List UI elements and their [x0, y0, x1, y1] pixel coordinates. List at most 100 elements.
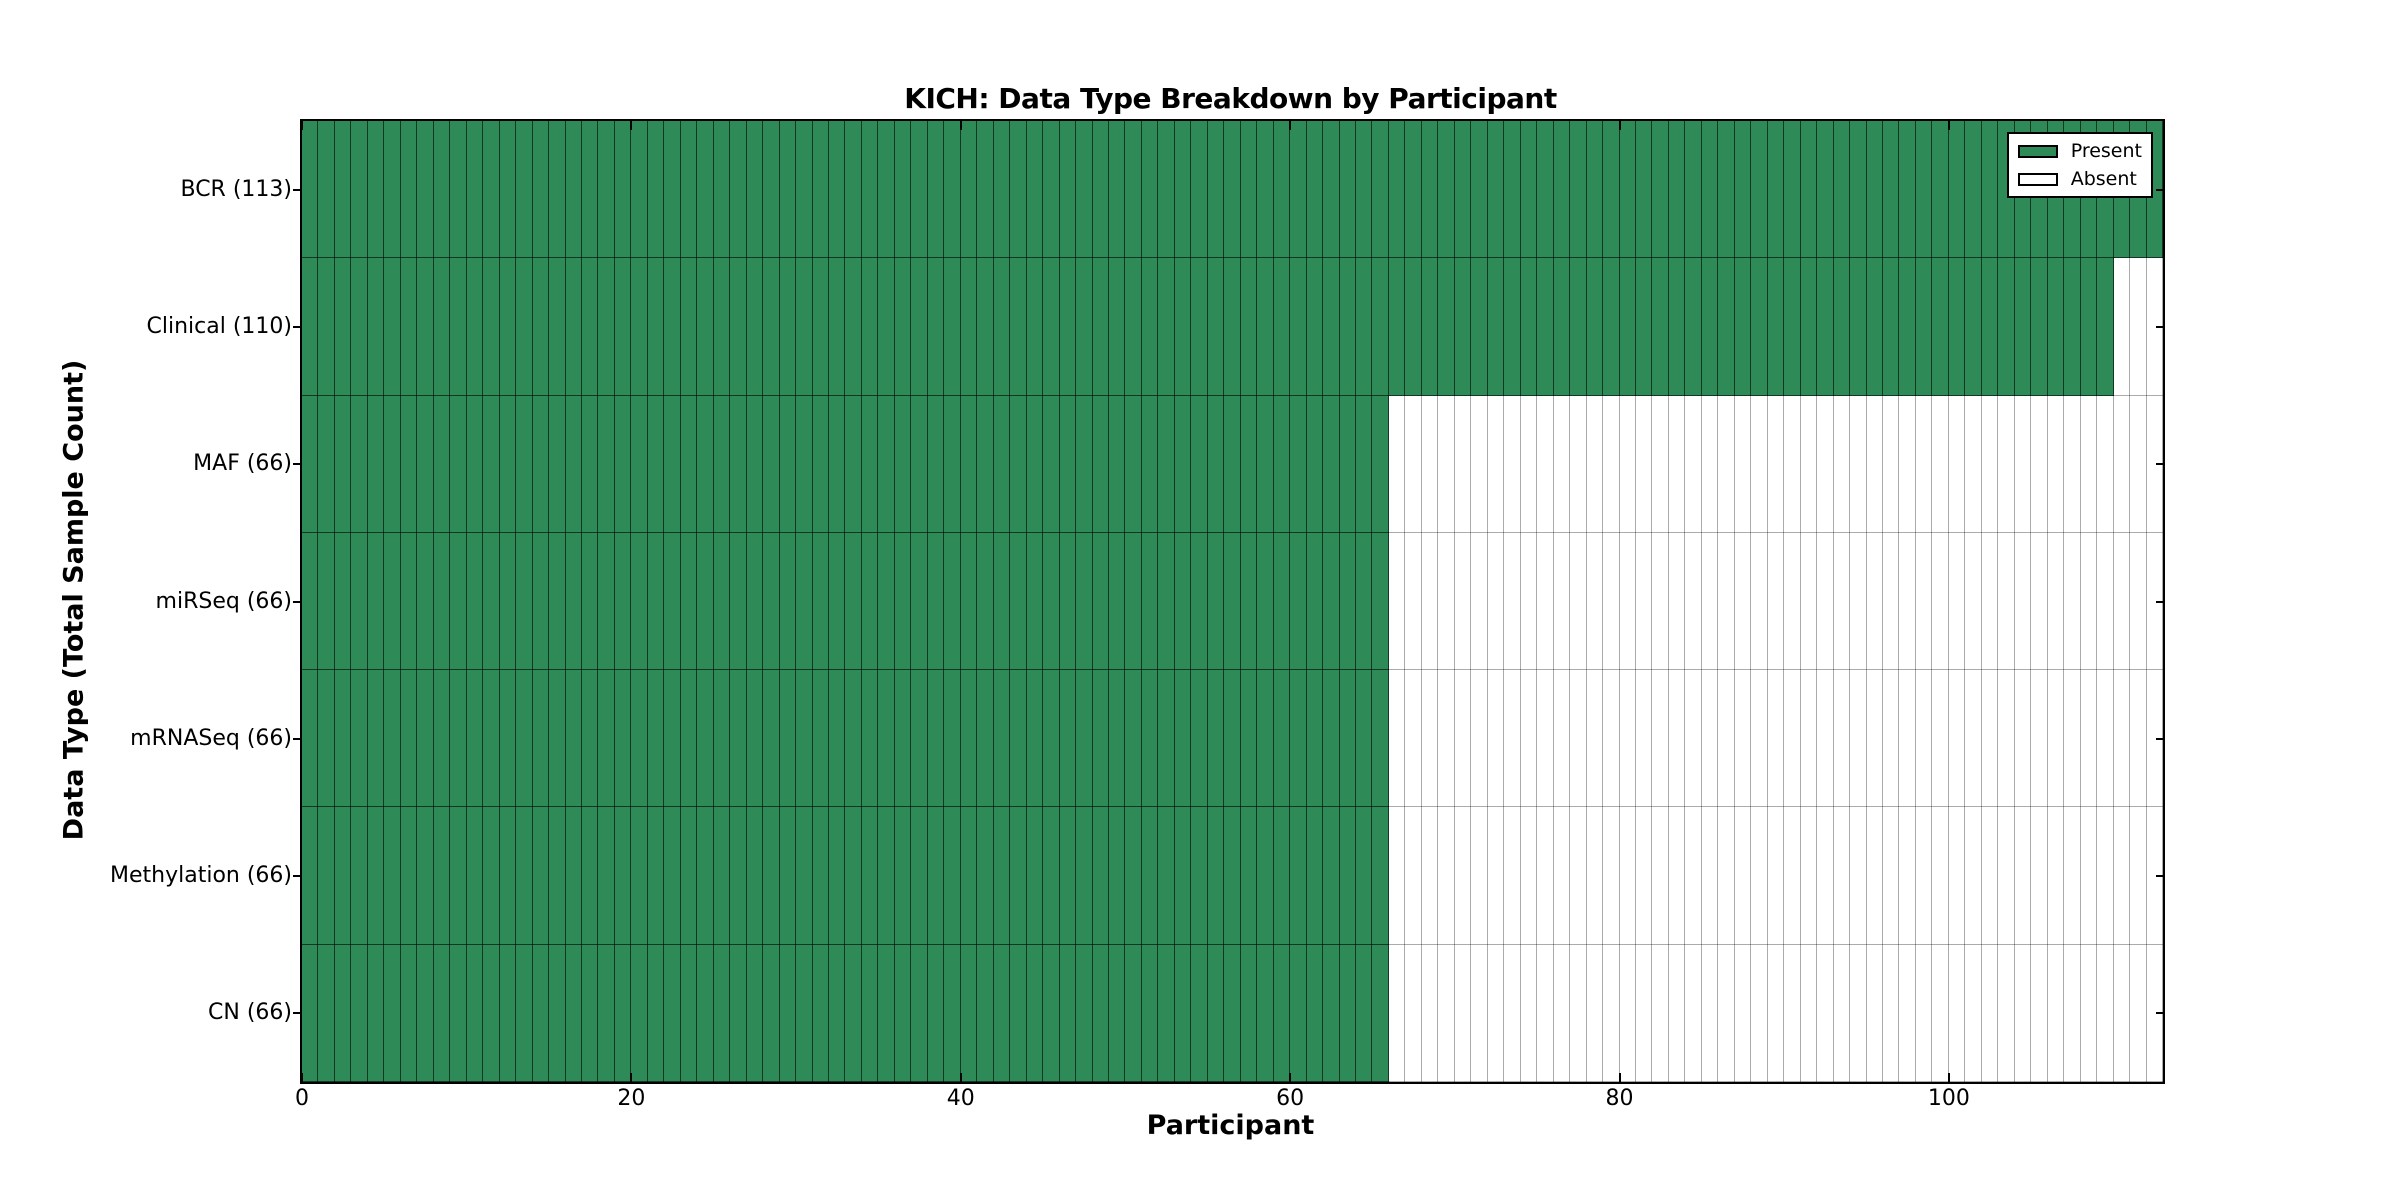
participant-cell	[829, 944, 846, 1082]
participant-cell	[1273, 670, 1291, 808]
participant-cell	[417, 258, 434, 396]
participant-cell	[1438, 807, 1455, 945]
legend-absent-swatch	[2017, 172, 2058, 186]
participant-cell	[1652, 944, 1669, 1082]
participant-cell	[1454, 532, 1472, 671]
participant-cell	[499, 670, 517, 808]
participant-cell	[598, 395, 615, 533]
participant-cell	[1981, 121, 1999, 259]
participant-cell	[483, 121, 500, 259]
participant-cell	[1421, 258, 1439, 396]
participant-cell	[779, 670, 797, 808]
participant-cell	[2031, 532, 2048, 671]
participant-cell	[1767, 944, 1785, 1082]
data-type-row-methylation	[302, 807, 2163, 945]
participant-cell	[1388, 121, 1406, 259]
participant-cell	[812, 395, 829, 533]
participant-cell	[1998, 944, 2015, 1082]
participant-cell	[614, 670, 632, 808]
participant-cell	[351, 944, 368, 1082]
participant-cell	[1010, 807, 1027, 945]
participant-cell	[1224, 121, 1241, 259]
participant-cell	[1290, 807, 1307, 945]
participant-cell	[1883, 532, 1900, 671]
participant-cell	[1026, 670, 1044, 808]
participant-cell	[944, 121, 961, 259]
participant-cell	[1800, 395, 1818, 533]
participant-cell	[1191, 944, 1208, 1082]
participant-cell	[1405, 670, 1422, 808]
participant-cell	[1553, 532, 1571, 671]
participant-cell	[713, 944, 731, 1082]
participant-cell	[812, 944, 829, 1082]
participant-cell	[845, 807, 862, 945]
participant-cell	[1883, 395, 1900, 533]
participant-cell	[1356, 395, 1373, 533]
participant-cell	[1718, 121, 1735, 259]
participant-cell	[1010, 944, 1027, 1082]
participant-cell	[845, 258, 862, 396]
participant-cell	[1685, 807, 1702, 945]
participant-cell	[1948, 807, 1966, 945]
participant-cell	[532, 670, 550, 808]
participant-cell	[1932, 670, 1949, 808]
participant-cell	[466, 121, 484, 259]
participant-cell	[2113, 395, 2131, 533]
participant-cell	[1734, 807, 1752, 945]
participant-cell	[1405, 258, 1422, 396]
participant-cell	[1323, 532, 1340, 671]
participant-cell	[1158, 807, 1175, 945]
participant-cell	[1257, 532, 1274, 671]
participant-cell	[1850, 532, 1867, 671]
participant-cell	[1471, 532, 1488, 671]
participant-cell	[1108, 258, 1126, 396]
participant-cell	[746, 395, 764, 533]
participant-cell	[614, 395, 632, 533]
participant-cell	[713, 258, 731, 396]
participant-cell	[516, 532, 533, 671]
participant-cell	[1257, 121, 1274, 259]
participant-cell	[1800, 670, 1818, 808]
participant-cell	[1141, 670, 1159, 808]
participant-cell	[2014, 532, 2032, 671]
participant-cell	[1306, 395, 1324, 533]
participant-cell	[1108, 395, 1126, 533]
participant-cell	[367, 807, 385, 945]
participant-cell	[466, 807, 484, 945]
participant-cell	[861, 670, 879, 808]
participant-cell	[977, 395, 994, 533]
chart-title: KICH: Data Type Breakdown by Participant	[904, 82, 1557, 115]
participant-cell	[367, 121, 385, 259]
participant-cell	[483, 532, 500, 671]
participant-cell	[664, 258, 681, 396]
participant-cell	[730, 807, 747, 945]
participant-cell	[1948, 670, 1966, 808]
participant-cell	[1158, 944, 1175, 1082]
participant-cell	[1388, 670, 1406, 808]
participant-cell	[1339, 807, 1356, 945]
participant-cell	[2014, 944, 2032, 1082]
participant-cell	[1372, 807, 1389, 945]
plot-area: Present Absent	[300, 119, 2165, 1084]
participant-cell	[631, 395, 648, 533]
participant-cell	[796, 807, 813, 945]
participant-cell	[1635, 121, 1653, 259]
participant-cell	[894, 258, 912, 396]
participant-cell	[1438, 670, 1455, 808]
participant-cell	[614, 258, 632, 396]
participant-cell	[1998, 670, 2015, 808]
participant-cell	[1273, 395, 1291, 533]
participant-cell	[1290, 121, 1307, 259]
participant-cell	[1668, 258, 1686, 396]
participant-cell	[2064, 944, 2081, 1082]
participant-cell	[1174, 670, 1192, 808]
participant-cell	[549, 944, 566, 1082]
participant-cell	[1454, 944, 1472, 1082]
participant-cell	[1998, 807, 2015, 945]
data-type-row-mrnaseq	[302, 670, 2163, 808]
participant-cell	[796, 395, 813, 533]
participant-cell	[565, 121, 582, 259]
participant-cell	[1784, 121, 1801, 259]
participant-cell	[1537, 121, 1554, 259]
participant-cell	[2014, 807, 2032, 945]
